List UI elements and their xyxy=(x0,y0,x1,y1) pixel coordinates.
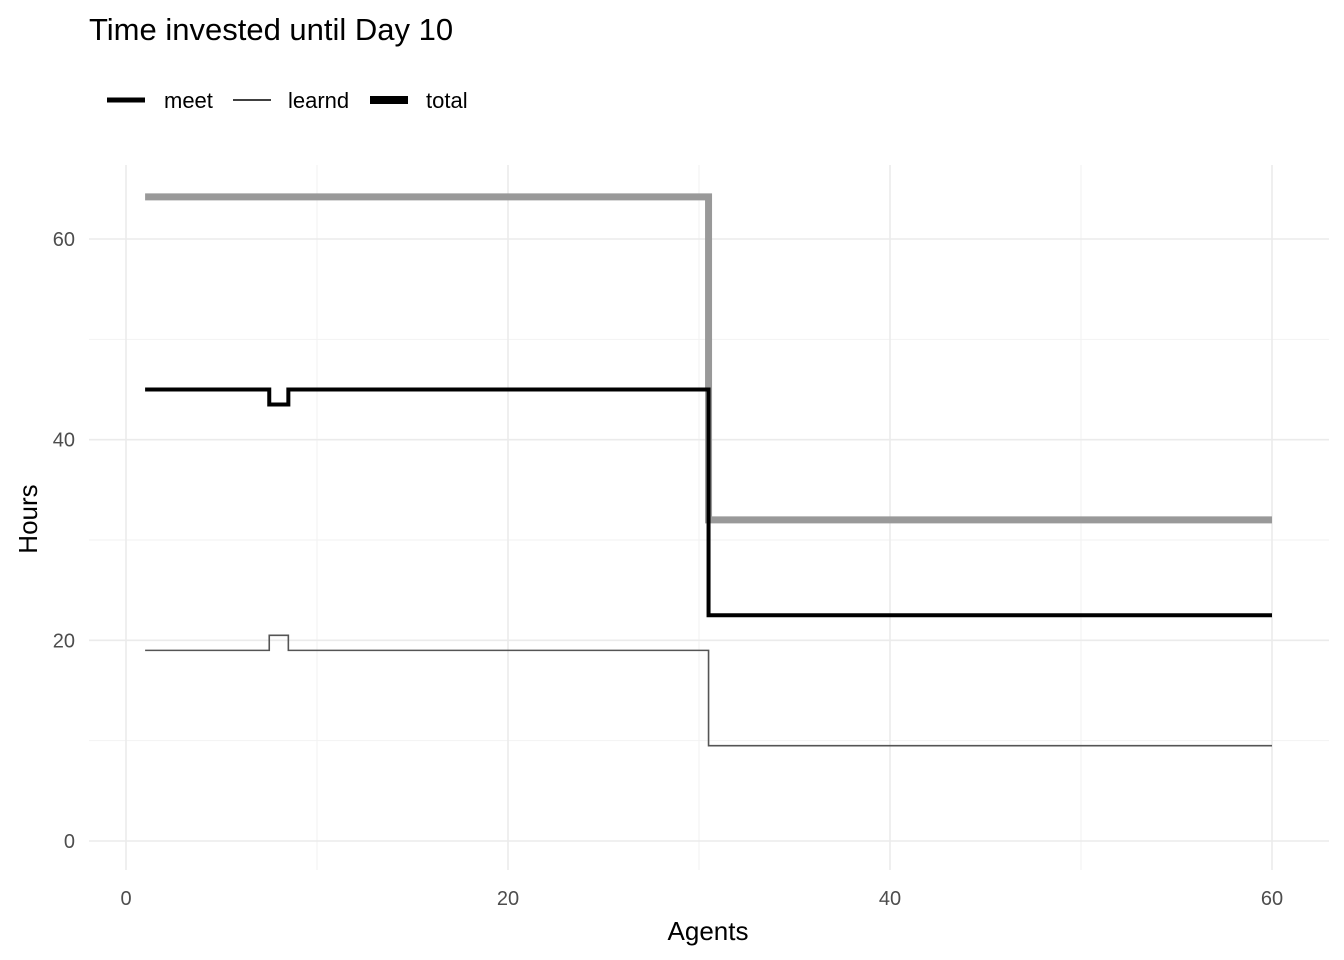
y-tick-label: 40 xyxy=(53,430,75,452)
legend: meet learnd total xyxy=(107,88,468,113)
y-tick-label: 60 xyxy=(53,229,75,251)
legend-label-meet: meet xyxy=(164,88,213,113)
x-tick-label: 60 xyxy=(1261,888,1283,910)
x-tick-label: 20 xyxy=(497,888,519,910)
y-tick-label: 0 xyxy=(64,831,75,853)
series-line-learnd xyxy=(145,634,1272,747)
y-axis-ticks: 0 20 40 60 xyxy=(53,229,75,853)
legend-label-total: total xyxy=(426,88,468,113)
x-axis-title: Agents xyxy=(668,916,749,946)
y-axis-title: Hours xyxy=(13,484,43,553)
x-tick-label: 40 xyxy=(879,888,901,910)
x-axis-ticks: 0 20 40 60 xyxy=(120,888,1283,910)
series-line-meet xyxy=(145,387,1272,618)
series-layer xyxy=(145,193,1272,747)
legend-label-learnd: learnd xyxy=(288,88,349,113)
chart-title: Time invested until Day 10 xyxy=(89,12,453,47)
y-tick-label: 20 xyxy=(53,630,75,652)
x-tick-label: 0 xyxy=(120,888,131,910)
series-line-total xyxy=(145,193,1272,524)
